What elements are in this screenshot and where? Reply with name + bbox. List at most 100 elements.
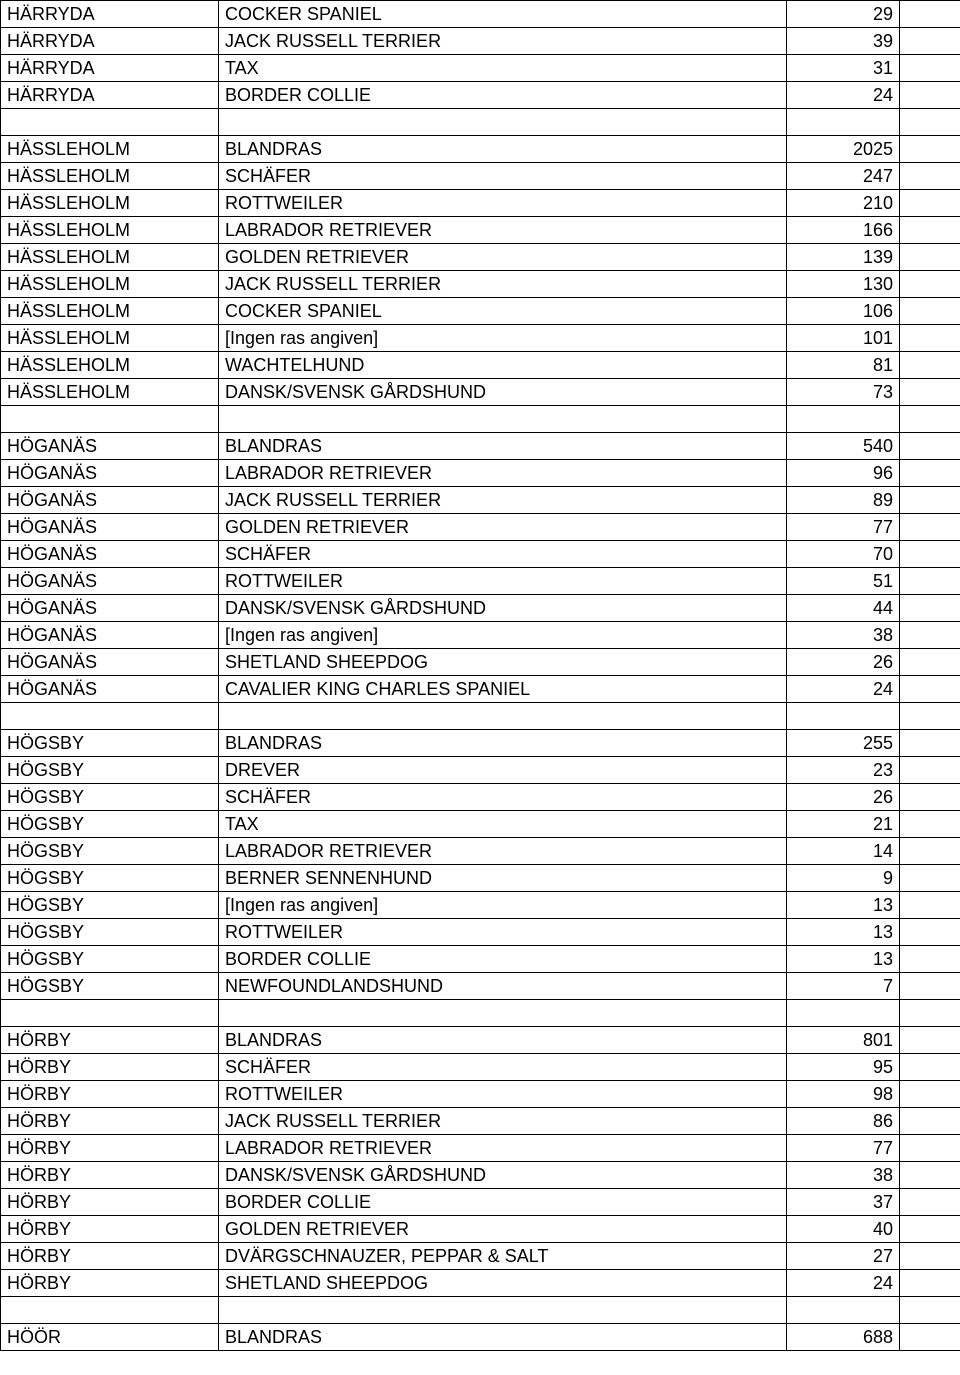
value1-cell: 98 (787, 1081, 900, 1108)
table-row: HÖRBYLABRADOR RETRIEVER7784 (1, 1135, 960, 1162)
value1-cell: 81 (787, 352, 900, 379)
breed-cell: [Ingen ras angiven] (219, 622, 787, 649)
breed-cell: BORDER COLLIE (219, 1189, 787, 1216)
value1-cell (787, 1000, 900, 1027)
value2-cell: 88 (900, 514, 960, 541)
table-row: HÖGANÄSBLANDRAS540615 (1, 433, 960, 460)
table-row: HÄRRYDAJACK RUSSELL TERRIER3941 (1, 28, 960, 55)
breed-cell: CAVALIER KING CHARLES SPANIEL (219, 676, 787, 703)
table-row: HÖGSBYBORDER COLLIE1313 (1, 946, 960, 973)
spacer-row (1, 1000, 960, 1027)
municipality-cell: HÖGSBY (1, 838, 219, 865)
table-row: HÄSSLEHOLMCOCKER SPANIEL106149 (1, 298, 960, 325)
value1-cell: 210 (787, 190, 900, 217)
breed-cell: [Ingen ras angiven] (219, 892, 787, 919)
value1-cell: 139 (787, 244, 900, 271)
breed-cell: BLANDRAS (219, 730, 787, 757)
value2-cell: 40 (900, 622, 960, 649)
value1-cell: 14 (787, 838, 900, 865)
municipality-cell: HÖGSBY (1, 973, 219, 1000)
breed-cell: LABRADOR RETRIEVER (219, 217, 787, 244)
value1-cell: 31 (787, 55, 900, 82)
municipality-cell: HÖRBY (1, 1162, 219, 1189)
value1-cell: 13 (787, 919, 900, 946)
municipality-cell: HÖRBY (1, 1189, 219, 1216)
value1-cell: 106 (787, 298, 900, 325)
breed-cell: SCHÄFER (219, 163, 787, 190)
municipality-cell: HÖGSBY (1, 892, 219, 919)
breed-cell: BLANDRAS (219, 1027, 787, 1054)
value2-cell: 56 (900, 568, 960, 595)
breed-cell: LABRADOR RETRIEVER (219, 838, 787, 865)
breed-cell (219, 406, 787, 433)
municipality-cell: HÄSSLEHOLM (1, 298, 219, 325)
municipality-cell: HÖRBY (1, 1216, 219, 1243)
value2-cell (900, 1000, 960, 1027)
table-row: HÖRBYDVÄRGSCHNAUZER, PEPPAR & SALT2744 (1, 1243, 960, 1270)
table-row: HÖGSBYSCHÄFER2631 (1, 784, 960, 811)
value2-cell: 149 (900, 298, 960, 325)
value1-cell: 37 (787, 1189, 900, 1216)
value1-cell: 166 (787, 217, 900, 244)
municipality-cell: HÖÖR (1, 1324, 219, 1351)
value1-cell: 26 (787, 784, 900, 811)
municipality-cell: HÄRRYDA (1, 55, 219, 82)
breed-cell: ROTTWEILER (219, 190, 787, 217)
table-row: HÖRBYSHETLAND SHEEPDOG2439 (1, 1270, 960, 1297)
breed-cell: TAX (219, 811, 787, 838)
municipality-cell: HÄRRYDA (1, 1, 219, 28)
municipality-cell: HÄSSLEHOLM (1, 217, 219, 244)
table-row: HÖGSBYNEWFOUNDLANDSHUND713 (1, 973, 960, 1000)
value1-cell: 77 (787, 1135, 900, 1162)
value1-cell: 40 (787, 1216, 900, 1243)
breed-cell: ROTTWEILER (219, 919, 787, 946)
value1-cell: 7 (787, 973, 900, 1000)
value1-cell: 801 (787, 1027, 900, 1054)
municipality-cell: HÖRBY (1, 1081, 219, 1108)
breed-cell: JACK RUSSELL TERRIER (219, 271, 787, 298)
value1-cell: 86 (787, 1108, 900, 1135)
table-row: HÄRRYDABORDER COLLIE2437 (1, 82, 960, 109)
table-row: HÖRBYJACK RUSSELL TERRIER86106 (1, 1108, 960, 1135)
value1-cell: 247 (787, 163, 900, 190)
value2-cell (900, 109, 960, 136)
value2-cell: 82 (900, 541, 960, 568)
value2-cell: 132 (900, 460, 960, 487)
value2-cell: 39 (900, 55, 960, 82)
spacer-row (1, 703, 960, 730)
table-row: HÄSSLEHOLMSCHÄFER247283 (1, 163, 960, 190)
value2-cell (900, 1297, 960, 1324)
breed-cell: SHETLAND SHEEPDOG (219, 1270, 787, 1297)
value2-cell: 189 (900, 217, 960, 244)
municipality-cell: HÖGSBY (1, 811, 219, 838)
table-row: HÖGSBYLABRADOR RETRIEVER1417 (1, 838, 960, 865)
breed-cell: BLANDRAS (219, 1324, 787, 1351)
value2-cell: 59 (900, 1162, 960, 1189)
table-row: HÄRRYDACOCKER SPANIEL2942 (1, 1, 960, 28)
value2-cell: 35 (900, 649, 960, 676)
table-row: HÄSSLEHOLM[Ingen ras angiven]101106 (1, 325, 960, 352)
municipality-cell (1, 1000, 219, 1027)
value2-cell: 111 (900, 1081, 960, 1108)
value1-cell: 23 (787, 757, 900, 784)
table-body: HÄRRYDACOCKER SPANIEL2942HÄRRYDAJACK RUS… (1, 1, 960, 1351)
municipality-cell: HÖGANÄS (1, 541, 219, 568)
municipality-cell: HÖRBY (1, 1135, 219, 1162)
breed-cell: JACK RUSSELL TERRIER (219, 1108, 787, 1135)
municipality-cell: HÄRRYDA (1, 28, 219, 55)
table-row: HÖGSBYBERNER SENNENHUND914 (1, 865, 960, 892)
municipality-cell: HÄSSLEHOLM (1, 352, 219, 379)
value2-cell: 283 (900, 163, 960, 190)
table-row: HÖGANÄS[Ingen ras angiven]3840 (1, 622, 960, 649)
municipality-cell: HÄSSLEHOLM (1, 163, 219, 190)
table-row: HÄRRYDATAX3139 (1, 55, 960, 82)
breed-cell: DANSK/SVENSK GÅRDSHUND (219, 1162, 787, 1189)
municipality-cell: HÖRBY (1, 1243, 219, 1270)
table-row: HÖÖRBLANDRAS688830 (1, 1324, 960, 1351)
municipality-cell: HÖGANÄS (1, 433, 219, 460)
value1-cell: 101 (787, 325, 900, 352)
municipality-cell: HÖGSBY (1, 919, 219, 946)
breed-cell: GOLDEN RETRIEVER (219, 514, 787, 541)
value2-cell: 49 (900, 1189, 960, 1216)
table-row: HÖGANÄSCAVALIER KING CHARLES SPANIEL2427 (1, 676, 960, 703)
